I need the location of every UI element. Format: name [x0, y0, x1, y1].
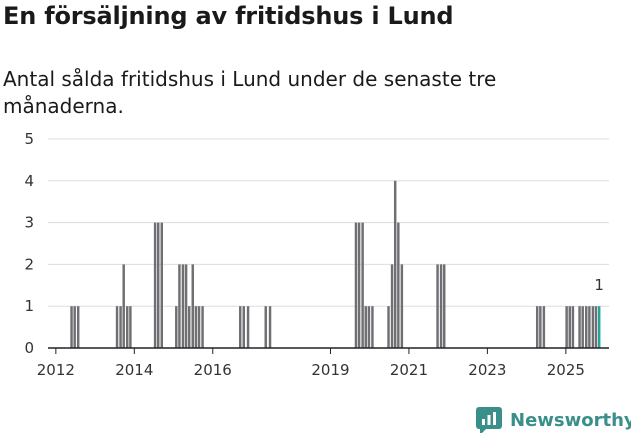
- y-tick-label: 0: [24, 339, 34, 357]
- x-tick-label: 2023: [468, 361, 506, 379]
- bar: [364, 306, 368, 348]
- y-tick-label: 2: [24, 255, 34, 273]
- bar: [122, 264, 125, 348]
- bar: [178, 264, 181, 348]
- bar: [591, 306, 595, 348]
- bar: [264, 306, 267, 348]
- bar: [181, 264, 185, 348]
- bar: [571, 306, 575, 348]
- bar: [367, 306, 371, 348]
- bar: [578, 306, 581, 348]
- bar: [175, 306, 178, 348]
- x-tick-label: 2019: [311, 361, 349, 379]
- chart-subtitle: Antal sålda fritidshus i Lund under de s…: [3, 67, 497, 118]
- bar-value-label: 1: [594, 276, 604, 294]
- bar: [400, 264, 404, 348]
- y-tick-label: 5: [24, 130, 34, 148]
- y-tick-label: 4: [24, 172, 34, 190]
- bar: [115, 306, 119, 348]
- bar: [354, 222, 358, 348]
- bar: [588, 306, 591, 348]
- bar: [390, 264, 394, 348]
- bar: [239, 306, 242, 348]
- bar: [129, 306, 132, 348]
- bar: [387, 306, 390, 348]
- x-tick-label: 2021: [390, 361, 428, 379]
- bar: [197, 306, 201, 348]
- bar: [539, 306, 542, 348]
- bar: [194, 306, 198, 348]
- y-tick-label: 3: [24, 214, 34, 232]
- bar: [191, 264, 194, 348]
- newsworthy-logo[interactable]: Newsworthy: [476, 407, 631, 433]
- bar: [126, 306, 129, 348]
- bar: [542, 306, 546, 348]
- bar: [594, 306, 598, 348]
- bar: [119, 306, 122, 348]
- bar: [246, 306, 250, 348]
- bar: [153, 222, 157, 348]
- bar: [201, 306, 204, 348]
- bars: [70, 180, 601, 348]
- bar: [268, 306, 272, 348]
- x-tick-label: 2016: [194, 361, 232, 379]
- bar: [361, 222, 364, 348]
- chart-title: En försäljning av fritidshus i Lund: [3, 2, 454, 30]
- bar: [184, 264, 188, 348]
- bar: [393, 180, 397, 348]
- bar: [443, 264, 446, 348]
- bar: [565, 306, 568, 348]
- bar: [585, 306, 588, 348]
- bar: [242, 306, 245, 348]
- x-tick-label: 2025: [547, 361, 585, 379]
- x-tick-label: 2012: [37, 361, 75, 379]
- y-tick-label: 1: [24, 297, 34, 315]
- grid-lines: [48, 138, 609, 307]
- bar: [397, 222, 400, 348]
- axes: 0 1 2 3 4 5 1 2012 2014 2016 2019 2021 2023 2025: [24, 130, 609, 379]
- bar: [157, 222, 160, 348]
- bar: [371, 306, 374, 348]
- bar: [568, 306, 572, 348]
- bar: [76, 306, 80, 348]
- x-tick-label: 2014: [115, 361, 153, 379]
- bar: [436, 264, 439, 348]
- bar: [581, 306, 584, 348]
- bar: [188, 306, 191, 348]
- bar: [160, 222, 164, 348]
- bar: [73, 306, 76, 348]
- bar: [439, 264, 443, 348]
- brand-name: Newsworthy: [510, 409, 631, 431]
- bar: [70, 306, 73, 348]
- bar: [357, 222, 361, 348]
- newsworthy-logo-icon: [476, 407, 502, 433]
- bar-latest: [597, 306, 601, 348]
- bar: [535, 306, 539, 348]
